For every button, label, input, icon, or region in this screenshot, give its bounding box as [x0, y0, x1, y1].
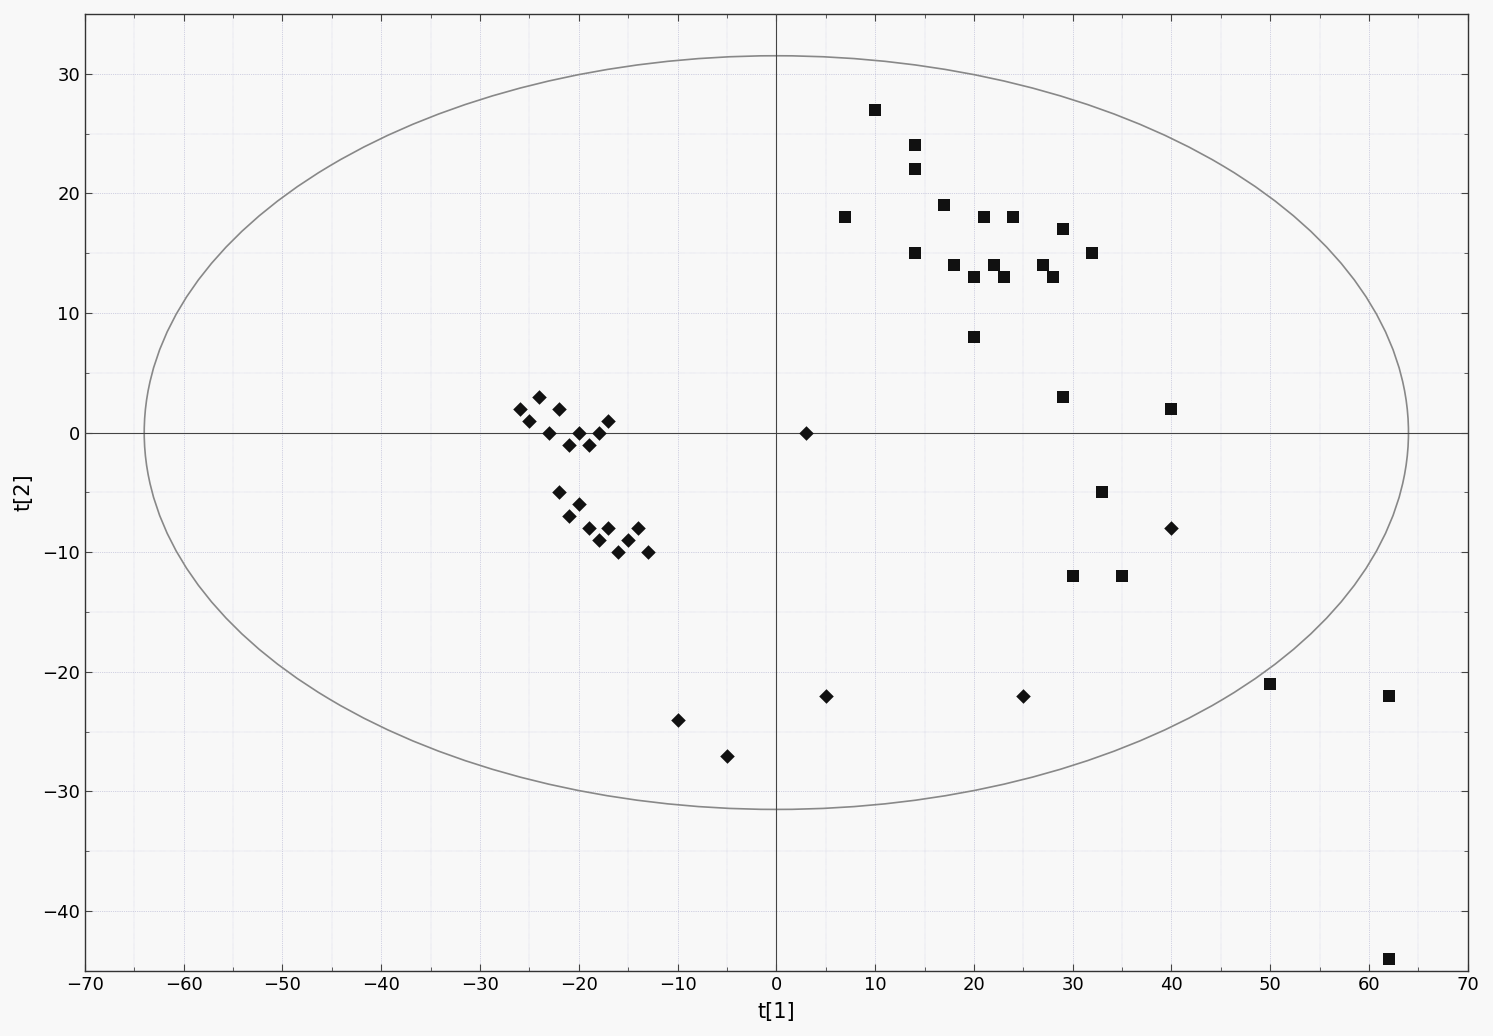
Point — [982, 257, 1006, 274]
Point — [903, 137, 927, 153]
Point — [597, 520, 621, 537]
Y-axis label: t[2]: t[2] — [13, 473, 34, 511]
Point — [567, 496, 591, 513]
Point — [636, 544, 660, 560]
Point — [1090, 484, 1114, 500]
Point — [606, 544, 630, 560]
Point — [587, 425, 611, 441]
Point — [557, 436, 581, 453]
Point — [546, 484, 570, 500]
Point — [1051, 221, 1075, 237]
Point — [1060, 568, 1084, 584]
Point — [1002, 209, 1026, 226]
Point — [546, 400, 570, 416]
Point — [518, 412, 542, 429]
Point — [576, 436, 600, 453]
Point — [587, 531, 611, 548]
X-axis label: t[1]: t[1] — [757, 1002, 796, 1023]
Point — [1041, 268, 1065, 285]
Point — [617, 531, 640, 548]
Point — [863, 102, 887, 118]
Point — [1160, 400, 1184, 416]
Point — [1011, 688, 1035, 704]
Point — [961, 268, 985, 285]
Point — [626, 520, 649, 537]
Point — [903, 162, 927, 178]
Point — [1377, 688, 1400, 704]
Point — [1051, 388, 1075, 405]
Point — [794, 425, 818, 441]
Point — [1377, 951, 1400, 968]
Point — [1160, 520, 1184, 537]
Point — [1111, 568, 1135, 584]
Point — [537, 425, 561, 441]
Point — [567, 425, 591, 441]
Point — [576, 520, 600, 537]
Point — [1081, 244, 1105, 261]
Point — [557, 508, 581, 524]
Point — [972, 209, 996, 226]
Point — [942, 257, 966, 274]
Point — [666, 712, 690, 728]
Point — [1032, 257, 1056, 274]
Point — [715, 747, 739, 764]
Point — [527, 388, 551, 405]
Point — [508, 400, 532, 416]
Point — [991, 268, 1015, 285]
Point — [961, 328, 985, 345]
Point — [1259, 675, 1282, 692]
Point — [814, 688, 838, 704]
Point — [833, 209, 857, 226]
Point — [597, 412, 621, 429]
Point — [932, 197, 956, 213]
Point — [903, 244, 927, 261]
